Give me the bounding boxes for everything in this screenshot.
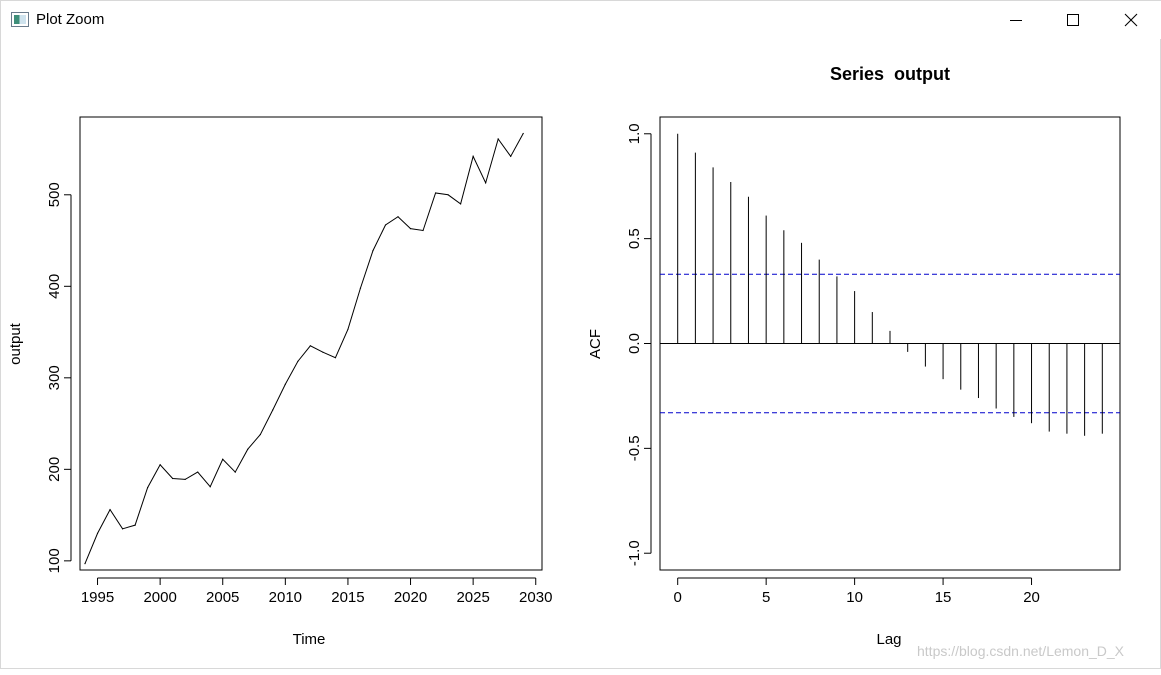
ts-data-point: [134, 524, 136, 526]
acf-y-axis: -1.0 -0.5 0.0 0.5 1.0: [626, 123, 652, 566]
acf-y-tick-label: 0.5: [626, 228, 643, 249]
ts-y-tick-label: 100: [46, 548, 63, 573]
ts-data-point: [259, 433, 261, 436]
ts-data-point: [297, 360, 299, 362]
ts-data-point: [109, 509, 111, 511]
ts-data-point: [284, 383, 286, 385]
ts-y-tick-label: 500: [46, 182, 63, 207]
acf-bars: [677, 133, 1103, 436]
acf-x-tick-label: 10: [846, 589, 863, 606]
ts-data-point: [447, 194, 449, 196]
ts-data-point: [209, 486, 211, 488]
acf-x-axis: 0 5 10 15 20: [674, 577, 1040, 606]
ts-data-point: [384, 224, 387, 226]
ts-data-point: [322, 351, 324, 353]
ts-data-point: [359, 287, 362, 289]
ts-data-point: [397, 216, 399, 218]
ts-data-point: [460, 203, 462, 205]
ts-series-points: [84, 132, 524, 565]
acf-chart: Series output 0 5 10 15 20 -1.0 -0.5 0.0 0.5 1.0…: [587, 64, 1121, 648]
acf-x-tick-label: 0: [674, 589, 682, 606]
maximize-icon: [1067, 14, 1079, 26]
ts-data-point: [222, 458, 224, 460]
minimize-icon: [1010, 20, 1022, 21]
acf-x-axis-label: Lag: [876, 631, 901, 648]
ts-data-point: [184, 478, 186, 480]
ts-plot-box: [79, 116, 543, 571]
close-icon: [1124, 13, 1138, 27]
ts-data-point: [510, 155, 512, 157]
ts-y-tick-label: 300: [46, 365, 63, 390]
ts-data-point: [485, 182, 487, 184]
maximize-button[interactable]: [1044, 1, 1102, 39]
ts-data-point: [147, 487, 149, 489]
ts-x-tick-label: 2010: [269, 589, 302, 606]
acf-x-tick-label: 5: [762, 589, 770, 606]
plot-area: 1995 2000 2005 2010 2015 2020 2025 2030 100 200 3…: [1, 39, 1161, 670]
acf-y-axis-label: ACF: [587, 329, 604, 359]
ts-x-tick-label: 2020: [394, 589, 427, 606]
ts-x-axis-label: Time: [293, 631, 326, 648]
acf-x-tick-label: 15: [935, 589, 952, 606]
ts-y-axis: 100 200 300 400 500: [46, 182, 72, 573]
window-title: Plot Zoom: [36, 11, 105, 28]
ts-x-tick-label: 2015: [331, 589, 364, 606]
ts-data-point: [159, 464, 161, 466]
ts-data-point: [96, 532, 99, 534]
ts-data-point: [372, 250, 374, 252]
ts-data-point: [347, 328, 349, 330]
ts-data-point: [247, 448, 249, 450]
ts-x-tick-label: 2000: [143, 589, 176, 606]
ts-data-point: [121, 528, 124, 530]
ts-data-point: [472, 155, 474, 157]
watermark-text: https://blog.csdn.net/Lemon_D_X: [917, 643, 1125, 659]
ts-y-tick-label: 400: [46, 274, 63, 299]
ts-data-point: [234, 471, 236, 473]
minimize-button[interactable]: [987, 1, 1045, 39]
time-series-chart: 1995 2000 2005 2010 2015 2020 2025 2030 100 200 3…: [7, 116, 552, 648]
acf-chart-title: Series output: [830, 64, 950, 84]
acf-y-tick-label: -1.0: [626, 540, 643, 566]
ts-data-point: [497, 138, 499, 140]
title-bar: Plot Zoom: [1, 1, 1161, 39]
ts-data-point: [522, 132, 524, 135]
ts-data-point: [272, 409, 274, 411]
acf-y-tick-label: -0.5: [626, 435, 643, 461]
close-button[interactable]: [1102, 1, 1160, 39]
ts-y-axis-label: output: [7, 322, 24, 365]
ts-data-point: [197, 471, 199, 473]
acf-y-tick-label: 1.0: [626, 123, 643, 144]
acf-confidence-bounds: [660, 273, 1120, 414]
app-window-icon: [11, 12, 29, 27]
ts-x-axis: 1995 2000 2005 2010 2015 2020 2025 2030: [81, 577, 552, 606]
plots-canvas: 1995 2000 2005 2010 2015 2020 2025 2030 1002003…: [7, 64, 1121, 648]
ts-x-tick-label: 2030: [519, 589, 552, 606]
ts-data-point: [172, 477, 174, 480]
ts-data-point: [84, 562, 86, 565]
ts-data-point: [309, 345, 311, 347]
ts-data-point: [334, 357, 337, 359]
ts-x-tick-label: 1995: [81, 589, 114, 606]
acf-x-tick-label: 20: [1023, 589, 1040, 606]
ts-data-point: [434, 192, 437, 194]
ts-x-tick-label: 2005: [206, 589, 239, 606]
ts-data-point: [422, 229, 424, 232]
ts-y-tick-label: 200: [46, 457, 63, 482]
acf-y-tick-label: 0.0: [626, 333, 643, 354]
ts-data-point: [409, 228, 412, 230]
ts-series-line: [84, 133, 524, 564]
ts-x-tick-label: 2025: [456, 589, 489, 606]
